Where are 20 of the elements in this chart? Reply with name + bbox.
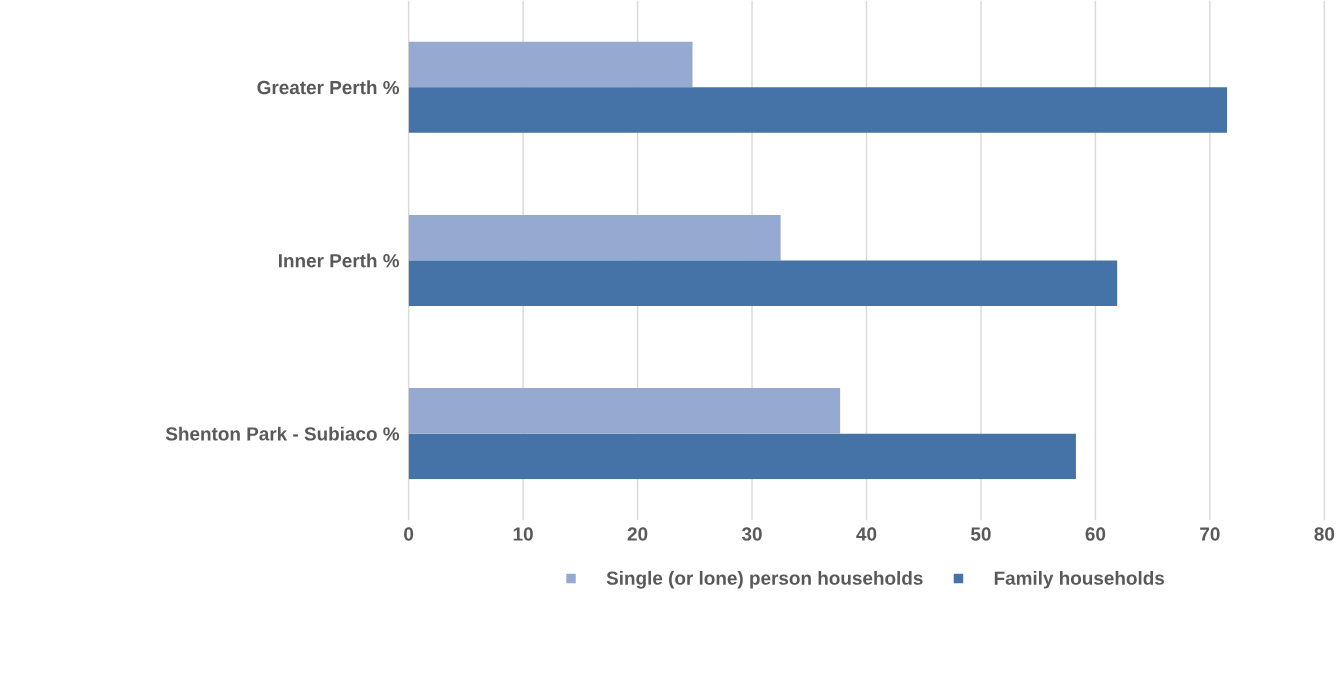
bar	[408, 87, 1228, 133]
x-tick-label: 50	[971, 527, 991, 541]
x-tick-label: 40	[856, 527, 877, 541]
y-tick-label: Inner Perth %	[278, 253, 400, 268]
x-tick-label: 70	[1200, 527, 1220, 541]
x-tick-label: 0	[404, 527, 414, 541]
legend-label: Single (or lone) person households	[606, 570, 923, 589]
y-tick-label: Greater Perth %	[257, 80, 400, 95]
x-tick-label: 80	[1314, 527, 1335, 541]
x-tick-label: 60	[1085, 527, 1106, 541]
x-tick-label: 30	[741, 527, 762, 541]
bar	[408, 388, 841, 434]
legend-label: Family households	[994, 570, 1165, 589]
bar	[408, 433, 1076, 480]
bar	[408, 214, 781, 261]
bar	[408, 260, 1118, 307]
bar	[408, 41, 693, 88]
x-tick-label: 20	[627, 527, 648, 541]
x-tick-label: 10	[513, 527, 533, 541]
y-tick-label: Shenton Park - Subiaco %	[165, 426, 400, 441]
